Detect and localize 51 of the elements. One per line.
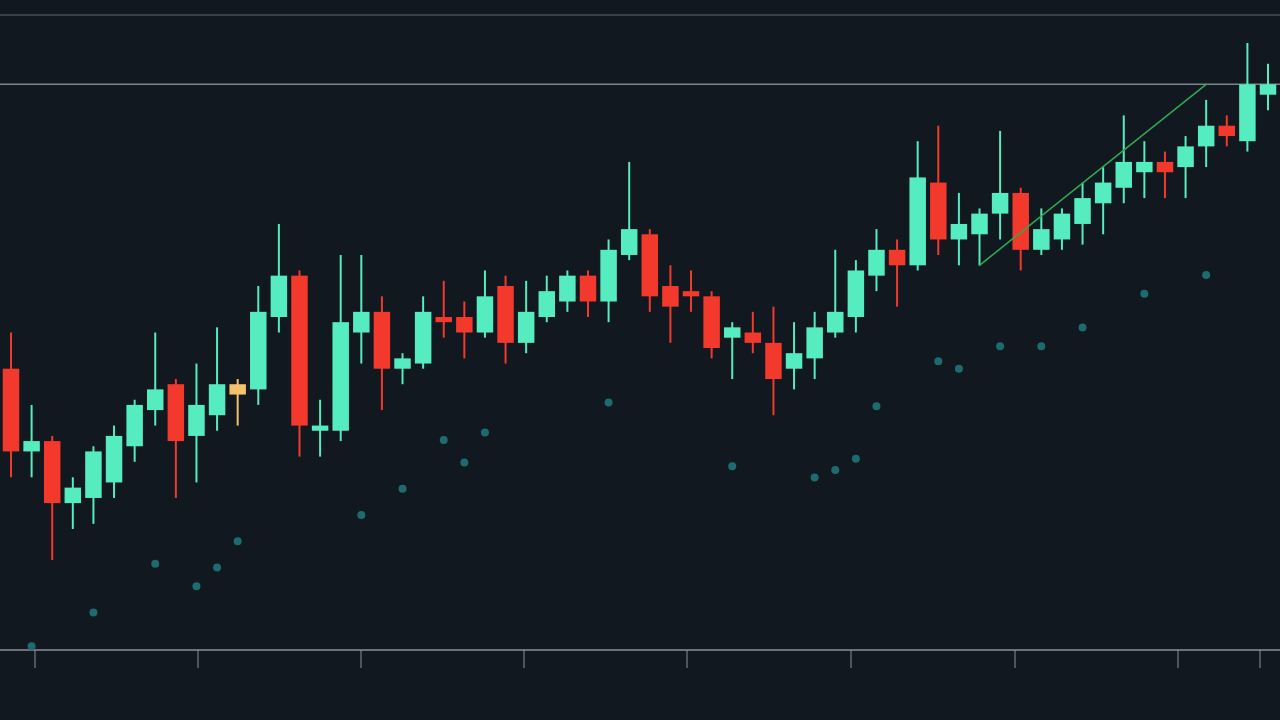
point [831,466,840,474]
candlestick [682,269,700,313]
point [1078,323,1087,332]
point [460,458,469,467]
point [1037,342,1046,351]
candlestick [744,310,762,355]
point [954,364,963,373]
point [1202,271,1211,279]
point [810,473,819,482]
point [851,454,860,463]
candlestick [147,331,164,427]
candlestick [229,378,246,427]
point [357,511,366,519]
point [192,582,201,591]
candlestick [723,321,741,381]
candlestick [353,253,370,365]
candlestick [888,238,906,308]
candlestick [64,476,82,530]
candlestick [950,191,968,267]
candlestick [394,352,411,386]
point [398,484,407,493]
candlestick [23,403,40,479]
candlestick [662,264,679,344]
candlestick [1177,135,1194,200]
point [872,402,881,411]
point [233,537,242,546]
candlestick [1136,140,1153,200]
point [27,642,36,651]
point [996,342,1005,351]
point [934,357,943,366]
point [1140,289,1149,298]
candlestick [311,398,329,458]
candlestick [1218,114,1236,148]
point [213,563,222,572]
candlestick [991,129,1009,241]
candlestick [1156,150,1174,200]
candlestick [456,300,473,360]
point [728,462,737,471]
candlestick [435,279,452,339]
candlestick [971,207,988,267]
point [151,559,160,568]
candlestick [1033,207,1050,256]
candlestick [1197,98,1215,169]
point [89,608,98,617]
point [604,398,613,407]
candlestick [785,321,803,391]
candlestick [1094,166,1112,236]
point [480,428,489,437]
candlestick [1259,62,1277,112]
point [439,436,448,444]
candlestick [827,248,844,339]
